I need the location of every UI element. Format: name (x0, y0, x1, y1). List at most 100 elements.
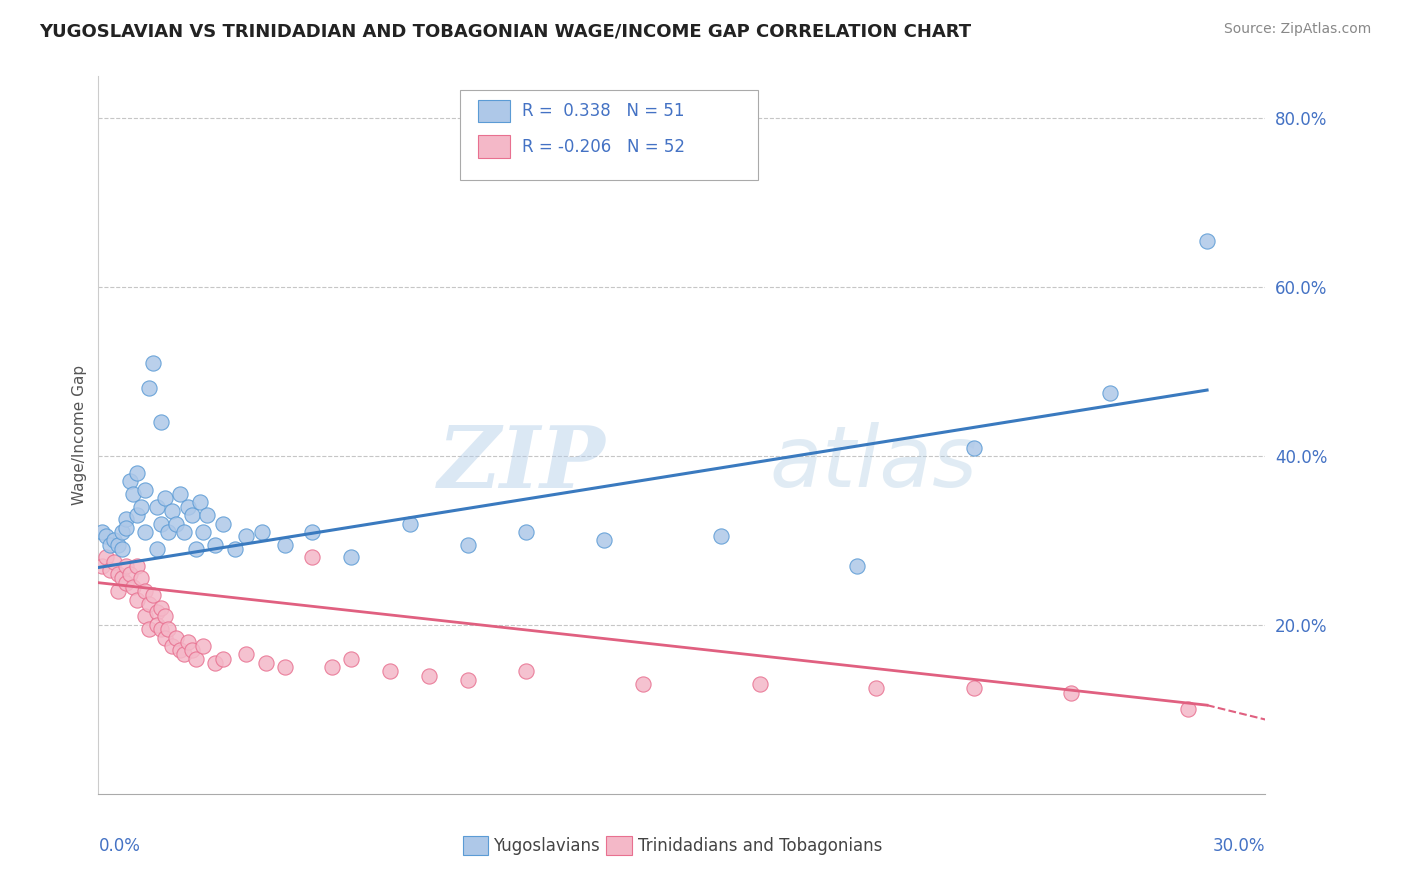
Point (212, 651, 235, 665)
Point (138, 381, 160, 395)
Point (184, 541, 207, 556)
Point (111, 571, 134, 585)
Point (865, 681, 887, 696)
Point (134, 524, 156, 539)
Point (177, 500, 200, 514)
Point (398, 516, 420, 531)
Point (184, 651, 207, 665)
Point (142, 588, 165, 602)
Point (180, 643, 202, 657)
Point (212, 516, 235, 531)
Point (418, 668, 440, 682)
Point (98, 538, 121, 552)
Point (457, 538, 479, 552)
Point (127, 466, 149, 480)
Point (515, 665, 537, 679)
Point (169, 643, 191, 657)
Point (134, 584, 156, 599)
Point (138, 622, 160, 636)
Point (235, 648, 257, 662)
Point (157, 524, 180, 539)
FancyBboxPatch shape (460, 90, 758, 180)
Point (188, 495, 211, 509)
Point (153, 631, 176, 645)
Point (380, 665, 402, 679)
Text: YUGOSLAVIAN VS TRINIDADIAN AND TOBAGONIAN WAGE/INCOME GAP CORRELATION CHART: YUGOSLAVIAN VS TRINIDADIAN AND TOBAGONIA… (39, 22, 972, 40)
Text: Trinidadians and Tobagonians: Trinidadians and Tobagonians (637, 837, 882, 855)
Point (122, 487, 145, 501)
Point (1195, 234, 1218, 248)
Point (107, 567, 129, 582)
Text: R = -0.206   N = 52: R = -0.206 N = 52 (522, 138, 685, 156)
Point (149, 516, 172, 531)
Point (138, 597, 160, 611)
Text: Source: ZipAtlas.com: Source: ZipAtlas.com (1223, 22, 1371, 37)
Point (149, 601, 172, 615)
Point (846, 558, 869, 573)
Point (631, 677, 654, 691)
Point (193, 524, 215, 539)
Point (710, 529, 733, 543)
Bar (606, 836, 631, 855)
Point (127, 558, 149, 573)
Point (149, 622, 172, 636)
Point (98, 563, 121, 577)
Point (962, 681, 984, 696)
Point (111, 541, 134, 556)
Point (96, 550, 118, 565)
Point (254, 656, 277, 670)
Point (111, 524, 134, 539)
Point (962, 441, 984, 455)
Point (146, 541, 169, 556)
Point (91, 558, 114, 573)
Point (748, 677, 770, 691)
Point (274, 660, 297, 674)
Point (114, 575, 136, 590)
Point (162, 639, 184, 653)
Point (193, 639, 215, 653)
Point (1060, 685, 1083, 699)
Text: ZIP: ZIP (439, 422, 606, 506)
Point (340, 651, 363, 665)
Point (134, 483, 156, 497)
Point (114, 512, 136, 526)
Point (301, 550, 323, 565)
Point (96, 529, 118, 543)
Bar (463, 836, 488, 855)
Point (165, 516, 187, 531)
Point (103, 555, 125, 569)
Text: atlas: atlas (769, 422, 977, 505)
Point (146, 618, 169, 632)
Text: 0.0%: 0.0% (98, 837, 141, 855)
Point (515, 524, 537, 539)
Point (146, 605, 169, 619)
Point (274, 538, 297, 552)
Point (127, 508, 149, 522)
Text: Yugoslavians: Yugoslavians (494, 837, 599, 855)
Point (235, 529, 257, 543)
Point (301, 524, 323, 539)
Point (157, 622, 180, 636)
Point (204, 656, 226, 670)
Point (195, 508, 218, 522)
Point (224, 541, 246, 556)
Point (129, 571, 152, 585)
Point (340, 550, 363, 565)
Point (107, 584, 129, 599)
Point (169, 487, 191, 501)
Point (127, 592, 149, 607)
Point (122, 580, 145, 594)
Point (129, 500, 152, 514)
Point (1177, 702, 1199, 716)
Point (177, 635, 200, 649)
Point (153, 491, 176, 506)
Point (91, 524, 114, 539)
Point (146, 500, 169, 514)
Point (250, 524, 273, 539)
Point (1098, 385, 1121, 400)
Point (162, 504, 184, 518)
Point (173, 524, 195, 539)
Point (165, 631, 187, 645)
Point (321, 660, 343, 674)
Point (134, 609, 156, 624)
